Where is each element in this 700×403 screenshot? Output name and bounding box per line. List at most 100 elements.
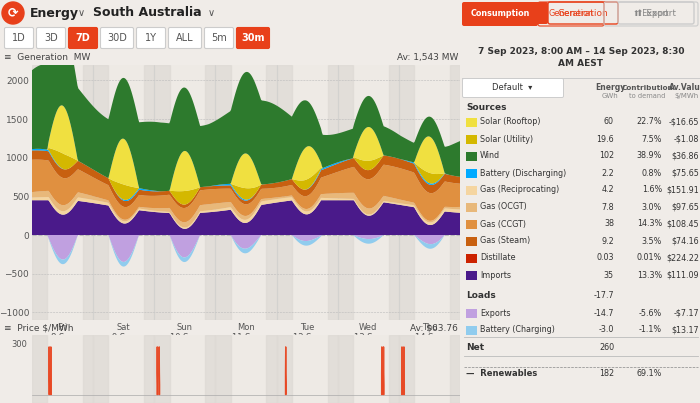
Bar [32, 335, 48, 403]
Text: South Australia: South Australia [93, 6, 202, 19]
Text: 2.2: 2.2 [601, 168, 614, 177]
Bar [83, 65, 93, 320]
Text: 7D: 7D [76, 33, 90, 43]
Text: 7.5%: 7.5% [641, 135, 662, 143]
FancyBboxPatch shape [4, 27, 34, 48]
Bar [466, 237, 477, 245]
Text: $151.91: $151.91 [666, 185, 699, 195]
Bar [389, 65, 399, 320]
Text: 3D: 3D [44, 33, 58, 43]
Bar [276, 65, 292, 320]
Text: ∨: ∨ [208, 8, 215, 18]
FancyBboxPatch shape [136, 27, 165, 48]
Text: 0.03: 0.03 [596, 253, 614, 262]
Bar [450, 335, 460, 403]
Circle shape [2, 2, 24, 24]
Text: $13.17: $13.17 [671, 326, 699, 334]
Text: $108.45: $108.45 [666, 220, 699, 229]
FancyBboxPatch shape [237, 27, 270, 48]
Text: ⬆ Export: ⬆ Export [634, 10, 668, 19]
Text: 7.8: 7.8 [601, 202, 614, 212]
Text: ∨: ∨ [78, 8, 85, 18]
Text: Battery (Charging): Battery (Charging) [480, 326, 555, 334]
FancyBboxPatch shape [69, 27, 97, 48]
Text: 38: 38 [604, 220, 614, 229]
Text: -$1.08: -$1.08 [673, 135, 699, 143]
Text: $224.22: $224.22 [666, 253, 699, 262]
Text: 30m: 30m [241, 33, 265, 43]
Text: 260: 260 [599, 343, 614, 351]
Text: Consumption: Consumption [470, 10, 530, 19]
Text: -5.6%: -5.6% [638, 309, 662, 318]
Text: ALL: ALL [176, 33, 194, 43]
Text: 1Y: 1Y [145, 33, 157, 43]
Text: 22.7%: 22.7% [636, 118, 662, 127]
Text: 60: 60 [604, 118, 614, 127]
FancyBboxPatch shape [169, 27, 202, 48]
Text: 19.6: 19.6 [596, 135, 614, 143]
Text: 13.3%: 13.3% [637, 270, 662, 280]
Bar [216, 65, 231, 320]
Bar [93, 65, 108, 320]
Text: Loads: Loads [466, 291, 496, 301]
Text: 7 Sep 2023, 8:00 AM – 14 Sep 2023, 8:30: 7 Sep 2023, 8:00 AM – 14 Sep 2023, 8:30 [477, 48, 685, 56]
Bar [267, 65, 276, 320]
Text: 14.3%: 14.3% [637, 220, 662, 229]
Text: $74.16: $74.16 [671, 237, 699, 245]
Text: to demand: to demand [629, 93, 665, 99]
Text: ⟳: ⟳ [8, 6, 18, 19]
Bar [83, 335, 93, 403]
Text: ≡  Price $/MWh: ≡ Price $/MWh [4, 323, 74, 332]
Text: 0.01%: 0.01% [637, 253, 662, 262]
Bar [337, 65, 353, 320]
Text: AM AEST: AM AEST [559, 60, 603, 69]
Bar [466, 253, 477, 262]
Text: Sources: Sources [466, 104, 507, 112]
Text: Av: 1,543 MW: Av: 1,543 MW [397, 53, 458, 62]
Text: Default  ▾: Default ▾ [492, 83, 532, 93]
Text: Gas (Steam): Gas (Steam) [480, 237, 531, 245]
Text: 38.9%: 38.9% [636, 152, 662, 160]
Bar [466, 185, 477, 195]
Text: $75.65: $75.65 [671, 168, 699, 177]
Text: -17.7: -17.7 [594, 291, 614, 301]
Text: 5m: 5m [211, 33, 227, 43]
Text: $97.65: $97.65 [671, 202, 699, 212]
Bar [466, 309, 477, 318]
Text: -$16.65: -$16.65 [668, 118, 699, 127]
Text: Gas (OCGT): Gas (OCGT) [480, 202, 526, 212]
Text: Energy: Energy [30, 6, 79, 19]
Text: Consumption: Consumption [473, 8, 540, 17]
Text: 9.2: 9.2 [601, 237, 614, 245]
Text: $36.86: $36.86 [671, 152, 699, 160]
Text: ⬆ Export: ⬆ Export [636, 8, 676, 17]
Text: Gas (CCGT): Gas (CCGT) [480, 220, 526, 229]
Text: Generation: Generation [549, 10, 594, 19]
Text: -1.1%: -1.1% [639, 326, 662, 334]
FancyBboxPatch shape [204, 27, 234, 48]
Text: Battery (Discharging): Battery (Discharging) [480, 168, 566, 177]
Bar [328, 65, 337, 320]
Bar [144, 65, 154, 320]
Text: Gas (Reciprocating): Gas (Reciprocating) [480, 185, 559, 195]
Text: Av: $63.76: Av: $63.76 [410, 323, 458, 332]
Text: 3.0%: 3.0% [642, 202, 662, 212]
Text: Contribution: Contribution [621, 85, 673, 91]
Text: Distillate: Distillate [480, 253, 515, 262]
Bar [466, 118, 477, 127]
Text: GWh: GWh [601, 93, 618, 99]
Text: 30D: 30D [107, 33, 127, 43]
Bar [466, 202, 477, 212]
FancyBboxPatch shape [462, 2, 538, 26]
Text: 1.6%: 1.6% [642, 185, 662, 195]
Bar [144, 335, 154, 403]
Text: ≡  Generation  MW: ≡ Generation MW [4, 53, 90, 62]
Text: 69.1%: 69.1% [636, 370, 662, 378]
Text: -14.7: -14.7 [594, 309, 614, 318]
Text: —  Renewables: — Renewables [466, 370, 538, 378]
Bar [399, 65, 414, 320]
Bar [32, 65, 48, 320]
Text: Imports: Imports [480, 270, 511, 280]
Text: Generation: Generation [558, 8, 608, 17]
Text: $111.09: $111.09 [666, 270, 699, 280]
